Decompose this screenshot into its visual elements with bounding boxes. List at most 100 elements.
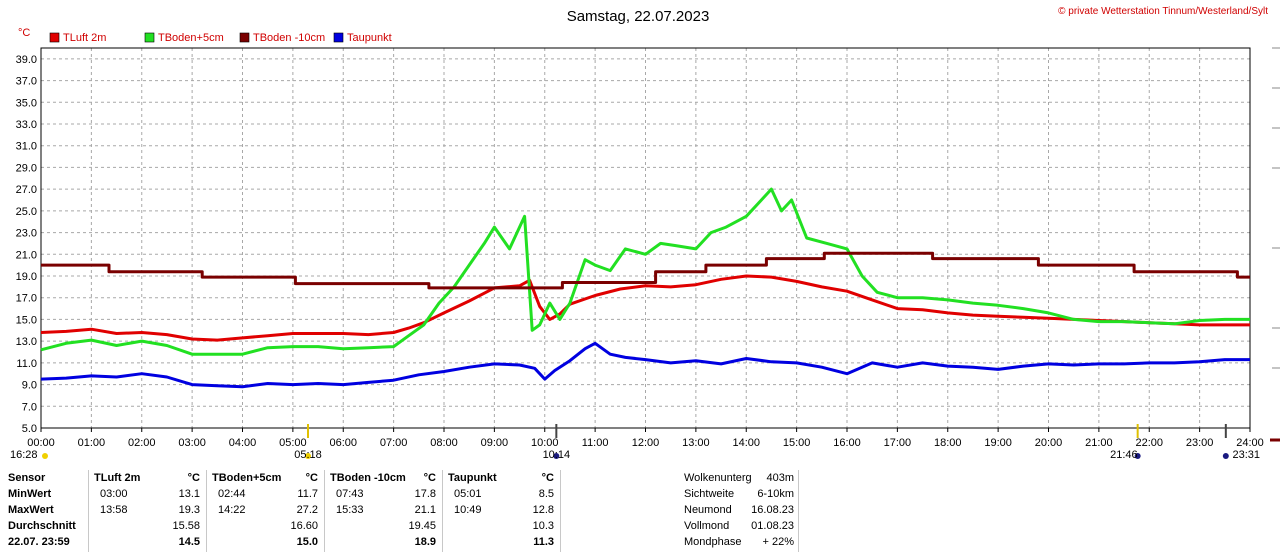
x-tick-label: 09:00 bbox=[481, 437, 509, 449]
temperature-chart: Samstag, 22.07.2023 © private Wetterstat… bbox=[10, 6, 1280, 461]
x-tick-label: 13:00 bbox=[682, 437, 710, 449]
x-tick-label: 17:00 bbox=[884, 437, 912, 449]
legend-swatch bbox=[239, 32, 250, 43]
series-line bbox=[40, 341, 1250, 389]
legend-label: TLuft 2m bbox=[63, 32, 106, 44]
y-tick-label: 39.0 bbox=[16, 54, 37, 66]
column-unit: °C bbox=[423, 472, 436, 484]
max-value: 21.1 bbox=[414, 504, 436, 516]
current-value: 15.0 bbox=[296, 536, 318, 548]
chart-title: Samstag, 22.07.2023 bbox=[567, 8, 710, 25]
column-unit: °C bbox=[541, 472, 554, 484]
min-value: 8.5 bbox=[538, 488, 554, 500]
sensor-label: Sensor bbox=[8, 472, 46, 484]
x-tick-label: 24:00 bbox=[1236, 437, 1264, 449]
sun-moon-marker bbox=[553, 453, 560, 459]
info-label: Sichtweite bbox=[684, 488, 735, 500]
current-value: 14.5 bbox=[178, 536, 200, 548]
info-value: 01.08.23 bbox=[751, 520, 794, 532]
x-tick-label: 14:00 bbox=[732, 437, 760, 449]
series-lines bbox=[40, 187, 1250, 389]
sun-moon-marker bbox=[42, 453, 48, 459]
info-label: Neumond bbox=[684, 504, 732, 516]
x-tick-label: 00:00 bbox=[27, 437, 55, 449]
max-time: 10:49 bbox=[454, 504, 482, 516]
x-tick-label: 19:00 bbox=[984, 437, 1012, 449]
stats-divider bbox=[88, 470, 89, 552]
stats-divider bbox=[206, 470, 207, 552]
y-tick-label: 19.0 bbox=[16, 271, 37, 283]
y-tick-label: 25.0 bbox=[16, 206, 37, 218]
column-unit: °C bbox=[187, 472, 200, 484]
min-value: 11.7 bbox=[297, 488, 318, 500]
sun-moon-markers: 16:28 05:18 10:14 21:46 23:31 bbox=[10, 424, 1260, 461]
series-line bbox=[40, 274, 1250, 342]
x-tick-label: 20:00 bbox=[1035, 437, 1063, 449]
sun-moon-marker bbox=[1222, 453, 1229, 459]
column-name: TBoden+5cm bbox=[212, 472, 282, 484]
stats-column-tboden5: TBoden+5cm °C 02:44 11.7 14:22 27.2 16.60 1… bbox=[212, 470, 324, 552]
current-value: 18.9 bbox=[414, 536, 436, 548]
x-tick-label: 03:00 bbox=[178, 437, 206, 449]
stats-divider bbox=[324, 470, 325, 552]
y-tick-label: 11.0 bbox=[16, 358, 37, 370]
info-label: Mondphase bbox=[684, 536, 742, 548]
avg-label: Durchschnitt bbox=[8, 520, 76, 532]
sun-moon-marker bbox=[1134, 453, 1141, 459]
min-time: 02:44 bbox=[218, 488, 246, 500]
y-tick-label: 31.0 bbox=[16, 141, 37, 153]
x-tick-label: 05:00 bbox=[279, 437, 307, 449]
stats-divider bbox=[560, 470, 561, 552]
stats-column-tluft: TLuft 2m °C 03:00 13.1 13:58 19.3 15.58 14.… bbox=[94, 470, 206, 552]
legend-label: Taupunkt bbox=[347, 32, 392, 44]
y-tick-label: 5.0 bbox=[22, 423, 37, 435]
marker-time-label: 16:28 bbox=[10, 449, 38, 461]
current-label: 22.07. 23:59 bbox=[8, 536, 70, 548]
y-tick-label: 7.0 bbox=[22, 401, 37, 413]
stats-divider bbox=[798, 470, 799, 552]
avg-value: 16.60 bbox=[290, 520, 318, 532]
x-tick-label: 18:00 bbox=[934, 437, 962, 449]
min-time: 05:01 bbox=[454, 488, 482, 500]
max-time: 13:58 bbox=[100, 504, 128, 516]
info-value: 16.08.23 bbox=[751, 504, 794, 516]
max-value: 12.8 bbox=[532, 504, 554, 516]
max-time: 15:33 bbox=[336, 504, 364, 516]
weather-info-panel: Wolkenunterg 403m Sichtweite 6-10km Neumon… bbox=[684, 470, 794, 550]
y-tick-label: 29.0 bbox=[16, 162, 37, 174]
y-tick-label: 23.0 bbox=[16, 228, 37, 240]
min-label: MinWert bbox=[8, 488, 52, 500]
min-time: 07:43 bbox=[336, 488, 364, 500]
info-label: Vollmond bbox=[684, 520, 730, 532]
statistics-table: Sensor MinWert MaxWert Durchschnitt 22.0… bbox=[0, 470, 1280, 552]
x-tick-label: 02:00 bbox=[128, 437, 156, 449]
stats-column-taupunkt: Taupunkt °C 05:01 8.5 10:49 12.8 10.3 11.3 bbox=[448, 470, 560, 552]
stats-column-tboden10: TBoden -10cm °C 07:43 17.8 15:33 21.1 19.45… bbox=[330, 470, 442, 552]
y-tick-label: 33.0 bbox=[16, 119, 37, 131]
legend-label: TBoden+5cm bbox=[158, 32, 224, 44]
current-value: 11.3 bbox=[533, 536, 554, 548]
x-tick-label: 04:00 bbox=[229, 437, 257, 449]
stats-divider bbox=[442, 470, 443, 552]
series-line bbox=[41, 251, 1250, 290]
x-tick-label: 07:00 bbox=[380, 437, 408, 449]
info-value: 403m bbox=[766, 472, 794, 484]
y-tick-label: 21.0 bbox=[16, 249, 37, 261]
y-axis-ticks: 5.0 7.0 9.0 11.0 13.0 15.0 17.0 19.0 21.0 23.0 25.… bbox=[16, 54, 37, 435]
legend: TLuft 2m TBoden+5cm TBoden -10cm Taupunkt bbox=[49, 32, 392, 44]
grid bbox=[41, 48, 1250, 428]
sun-moon-marker bbox=[304, 453, 311, 459]
stats-label-column: Sensor MinWert MaxWert Durchschnitt 22.0… bbox=[8, 470, 93, 552]
series-line bbox=[40, 187, 1250, 356]
x-tick-label: 12:00 bbox=[632, 437, 660, 449]
y-tick-label: 35.0 bbox=[16, 97, 37, 109]
y-axis-unit: °C bbox=[18, 27, 30, 39]
info-value: 6-10km bbox=[757, 488, 794, 500]
marker-time-label: 23:31 bbox=[1232, 449, 1260, 461]
x-tick-label: 01:00 bbox=[78, 437, 106, 449]
x-axis-ticks: 00:00 01:00 02:00 03:00 04:00 05:00 06:00 07:00… bbox=[27, 428, 1264, 449]
legend-label: TBoden -10cm bbox=[253, 32, 325, 44]
column-unit: °C bbox=[305, 472, 318, 484]
y-tick-label: 13.0 bbox=[16, 336, 37, 348]
legend-swatch bbox=[333, 32, 344, 43]
